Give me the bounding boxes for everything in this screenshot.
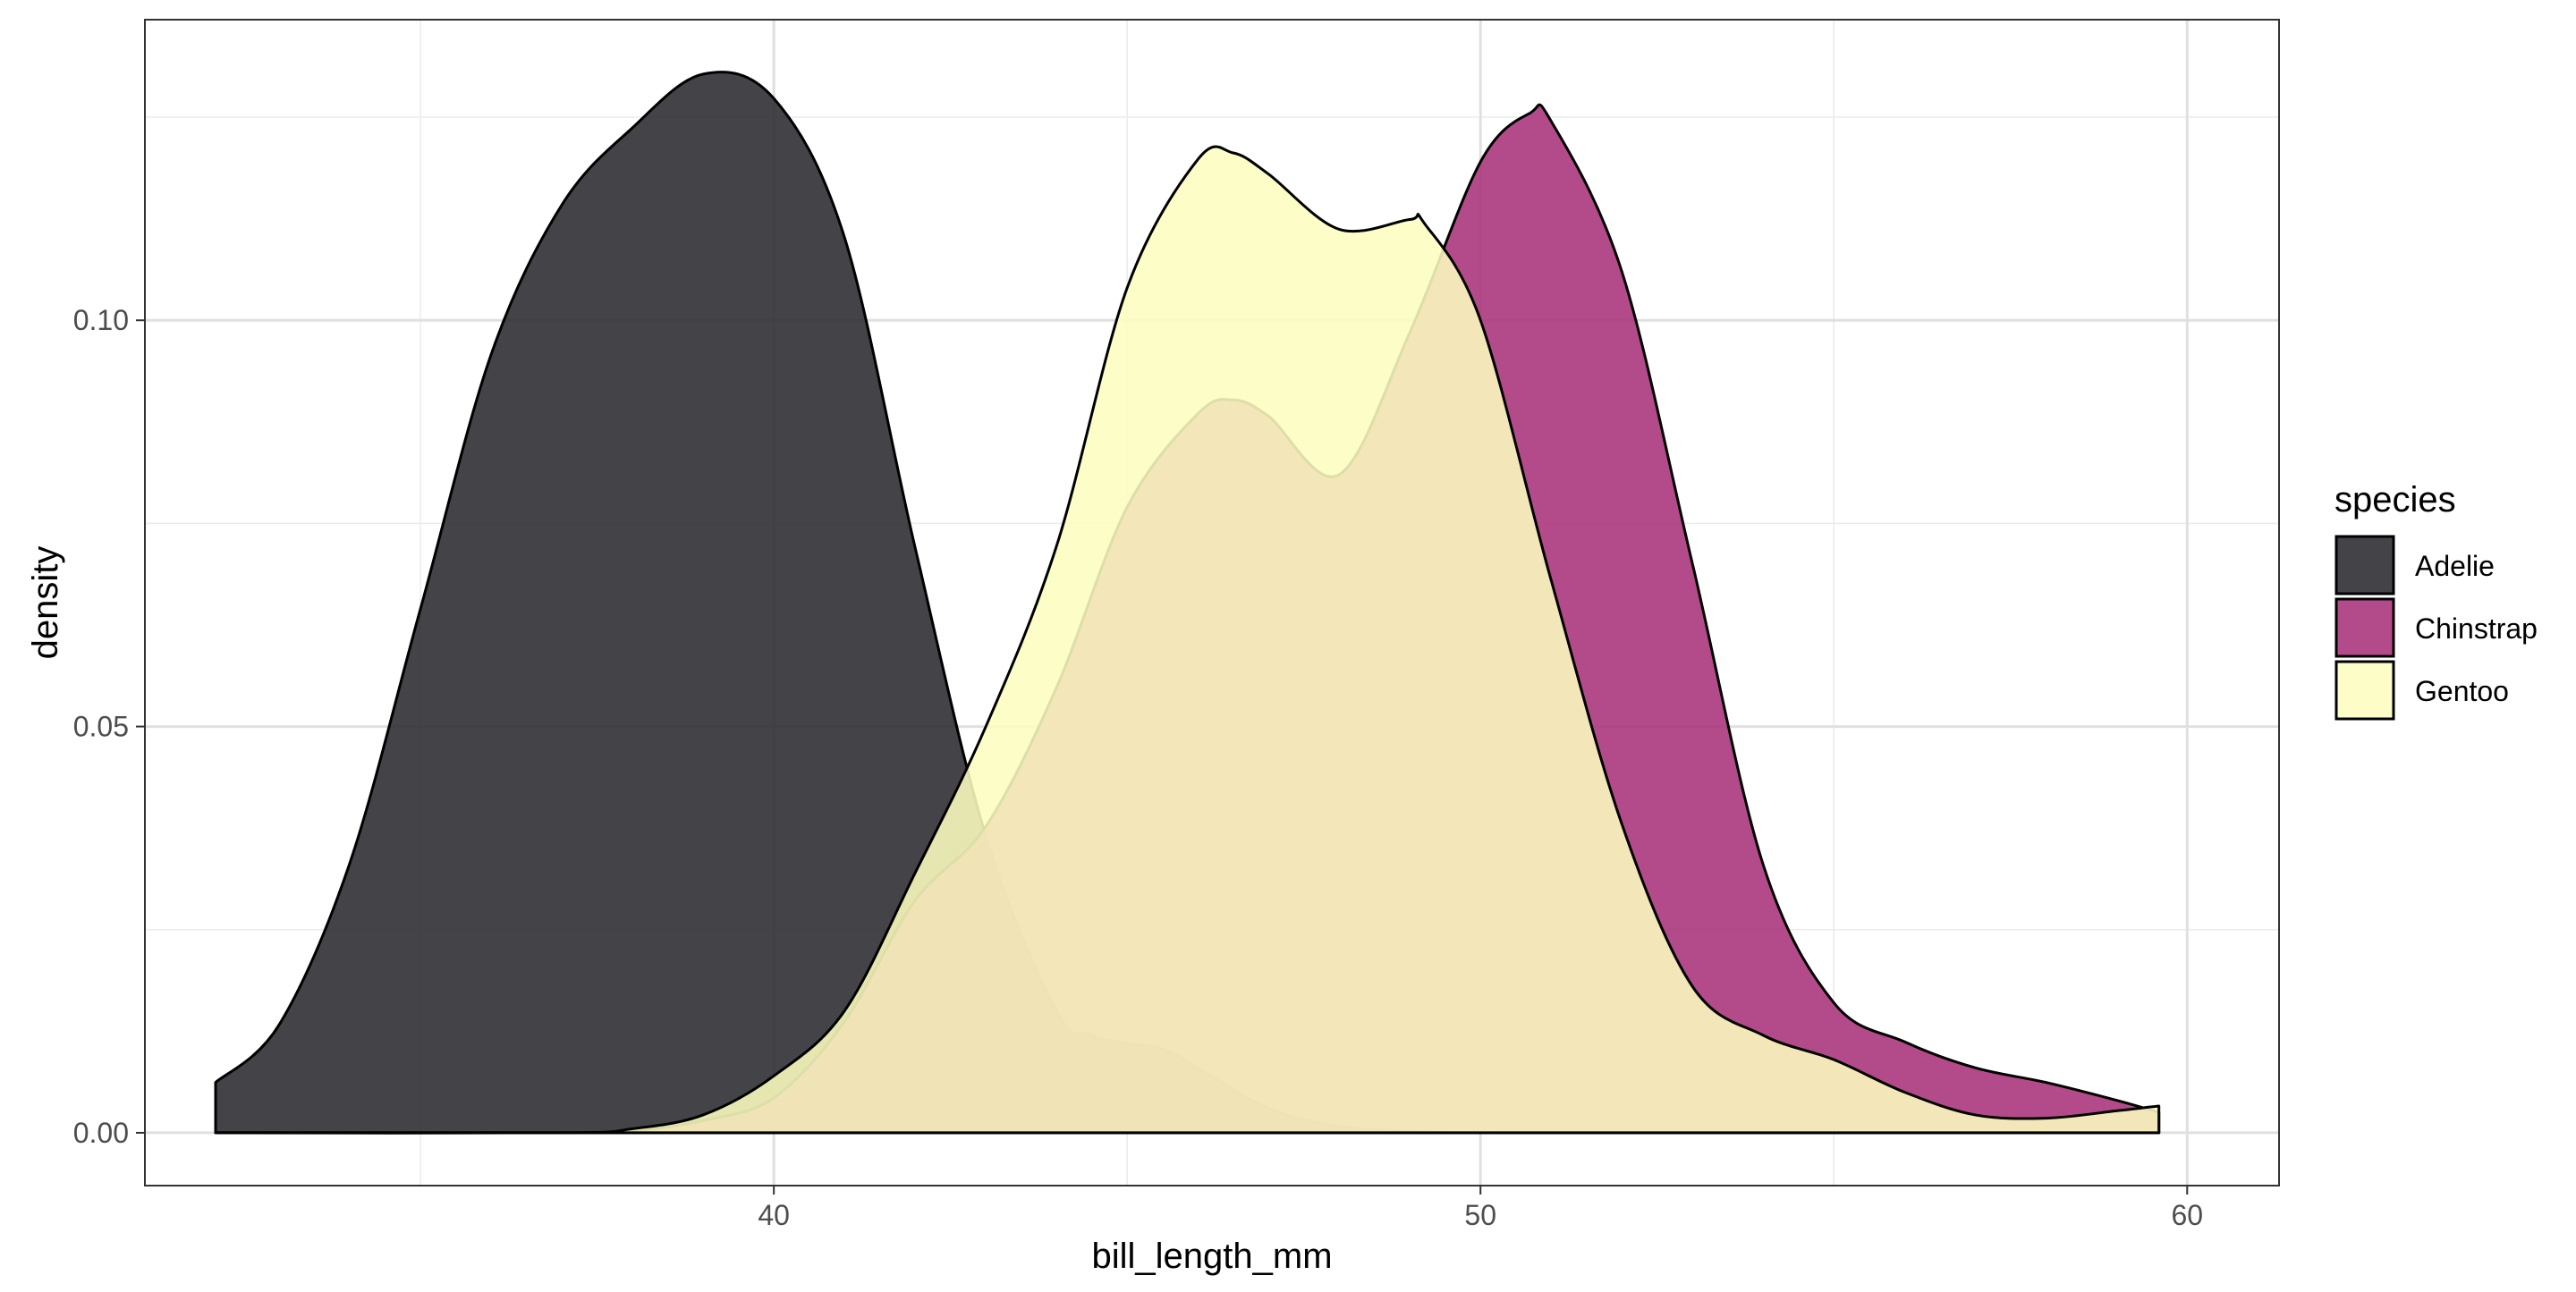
density-areas — [214, 71, 2161, 1135]
y-axis-title: density — [26, 546, 65, 660]
legend-key-adelie — [2334, 535, 2395, 595]
y-tick-label: 0.05 — [73, 711, 129, 743]
x-tick-label: 40 — [758, 1199, 790, 1231]
legend-label-chinstrap: Chinstrap — [2415, 612, 2538, 645]
density-outline-gentoo — [214, 145, 2161, 1135]
legend-title: species — [2334, 480, 2456, 519]
legend-key-gentoo — [2334, 660, 2395, 721]
panel-border — [144, 19, 2280, 1186]
density-area-gentoo — [216, 147, 2159, 1134]
legend-key-chinstrap — [2334, 597, 2395, 658]
x-tick-label: 50 — [1464, 1199, 1496, 1231]
axes: 40 50 60 0.00 0.05 0.10 — [73, 304, 2203, 1231]
density-area-adelie — [216, 72, 2159, 1134]
y-tick-label: 0.10 — [73, 304, 129, 336]
y-tick-label: 0.00 — [73, 1117, 129, 1149]
x-axis-title: bill_length_mm — [1091, 1237, 1332, 1276]
x-tick-label: 60 — [2171, 1199, 2203, 1231]
legend-label-gentoo: Gentoo — [2415, 675, 2509, 707]
legend: species Adelie Chinstrap Gentoo — [2334, 480, 2538, 721]
legend-label-adelie: Adelie — [2415, 550, 2495, 582]
